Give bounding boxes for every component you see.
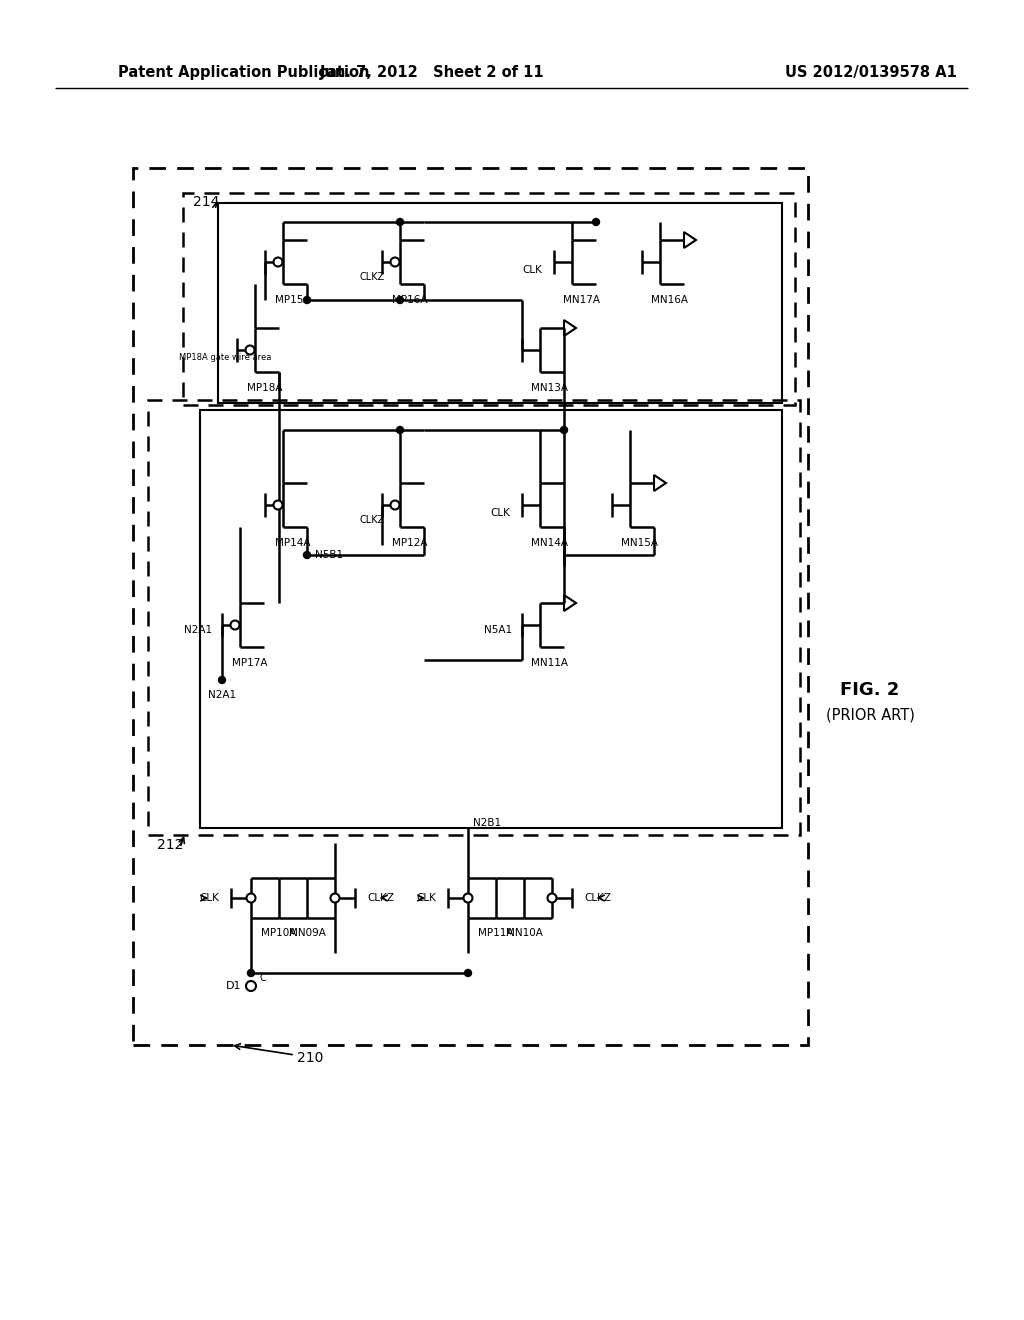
Text: MP11A: MP11A [478, 928, 514, 939]
Circle shape [465, 969, 471, 977]
Text: 212: 212 [157, 838, 183, 851]
Circle shape [396, 297, 403, 304]
Circle shape [246, 981, 256, 991]
Text: MP10A: MP10A [261, 928, 297, 939]
Text: 210: 210 [297, 1051, 324, 1065]
Text: MN15A: MN15A [622, 539, 658, 548]
Text: MN13A: MN13A [531, 383, 568, 393]
Circle shape [218, 676, 225, 684]
Text: CLKZ: CLKZ [359, 272, 385, 282]
Text: MN11A: MN11A [531, 657, 568, 668]
Text: Patent Application Publication: Patent Application Publication [118, 65, 370, 79]
Text: (PRIOR ART): (PRIOR ART) [825, 708, 914, 722]
Text: MP15A: MP15A [275, 294, 310, 305]
Circle shape [230, 620, 240, 630]
Text: MN17A: MN17A [563, 294, 600, 305]
Text: MP18A gate wire area: MP18A gate wire area [179, 354, 271, 363]
Text: N2B1: N2B1 [473, 818, 501, 828]
Circle shape [390, 257, 399, 267]
Text: MN14A: MN14A [531, 539, 568, 548]
Circle shape [593, 219, 599, 226]
Text: MP12A: MP12A [392, 539, 428, 548]
Circle shape [396, 426, 403, 433]
Text: MN09A: MN09A [289, 928, 326, 939]
Text: MP16A: MP16A [392, 294, 428, 305]
Bar [148, 400, 800, 836]
Circle shape [303, 552, 310, 558]
Circle shape [247, 894, 256, 903]
Circle shape [390, 500, 399, 510]
Text: N5A1: N5A1 [484, 624, 512, 635]
Text: N2A1: N2A1 [184, 624, 212, 635]
Text: MN10A: MN10A [506, 928, 543, 939]
Text: MP17A: MP17A [232, 657, 267, 668]
Text: CLK: CLK [490, 508, 510, 517]
Circle shape [560, 426, 567, 433]
Circle shape [331, 894, 340, 903]
Circle shape [303, 297, 310, 304]
Text: CLKZ: CLKZ [359, 515, 385, 525]
Circle shape [273, 257, 283, 267]
Circle shape [273, 500, 283, 510]
Text: 214: 214 [193, 195, 219, 209]
Circle shape [548, 894, 556, 903]
Text: N2A1: N2A1 [208, 690, 237, 700]
Text: CLK: CLK [199, 894, 219, 903]
Text: FIG. 2: FIG. 2 [841, 681, 900, 700]
Bar [133, 168, 808, 1045]
Text: C: C [259, 973, 266, 983]
Circle shape [464, 894, 472, 903]
Circle shape [246, 346, 255, 355]
Circle shape [396, 219, 403, 226]
Text: MN16A: MN16A [651, 294, 688, 305]
Text: D1: D1 [225, 981, 241, 991]
Bar [183, 193, 795, 405]
Text: US 2012/0139578 A1: US 2012/0139578 A1 [785, 65, 956, 79]
Text: CLK: CLK [416, 894, 436, 903]
Text: MP14A: MP14A [275, 539, 310, 548]
Text: CLKZ: CLKZ [367, 894, 394, 903]
Text: CLK: CLK [522, 265, 542, 275]
Bar [200, 411, 782, 828]
Text: Jun. 7, 2012   Sheet 2 of 11: Jun. 7, 2012 Sheet 2 of 11 [319, 65, 545, 79]
Text: MP18A: MP18A [247, 383, 283, 393]
Bar [218, 203, 782, 403]
Text: CLKZ: CLKZ [584, 894, 611, 903]
Text: N5B1: N5B1 [315, 550, 343, 560]
Circle shape [248, 969, 255, 977]
